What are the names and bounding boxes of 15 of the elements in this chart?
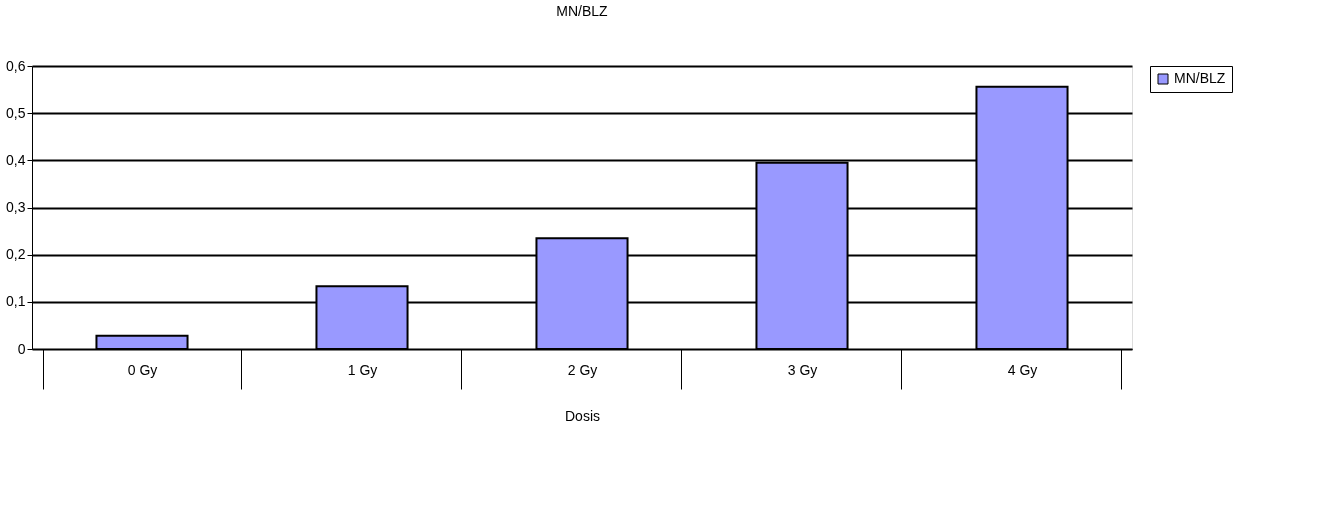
y-tick-label: 0,4 <box>6 151 26 168</box>
legend-label: MN/BLZ <box>1174 70 1226 86</box>
x-axis-title: Dosis <box>564 408 601 424</box>
y-tick-label: 0,2 <box>6 246 26 263</box>
y-tick-label: 0 <box>17 340 26 357</box>
x-tick-label: 2 Gy <box>567 361 598 378</box>
y-tick-label: 0,1 <box>6 293 26 310</box>
y-tick-label: 0,3 <box>6 199 26 215</box>
x-tick-label: 3 Gy <box>787 361 818 378</box>
y-tick-label: 0,5 <box>6 104 26 121</box>
chart-title: MN/BLZ <box>556 3 609 19</box>
x-tick-label: 1 Gy <box>347 361 378 378</box>
x-tick-label: 0 Gy <box>127 361 158 378</box>
y-tick-label: 0,6 <box>6 57 26 74</box>
x-tick-label: 4 Gy <box>1007 361 1038 378</box>
